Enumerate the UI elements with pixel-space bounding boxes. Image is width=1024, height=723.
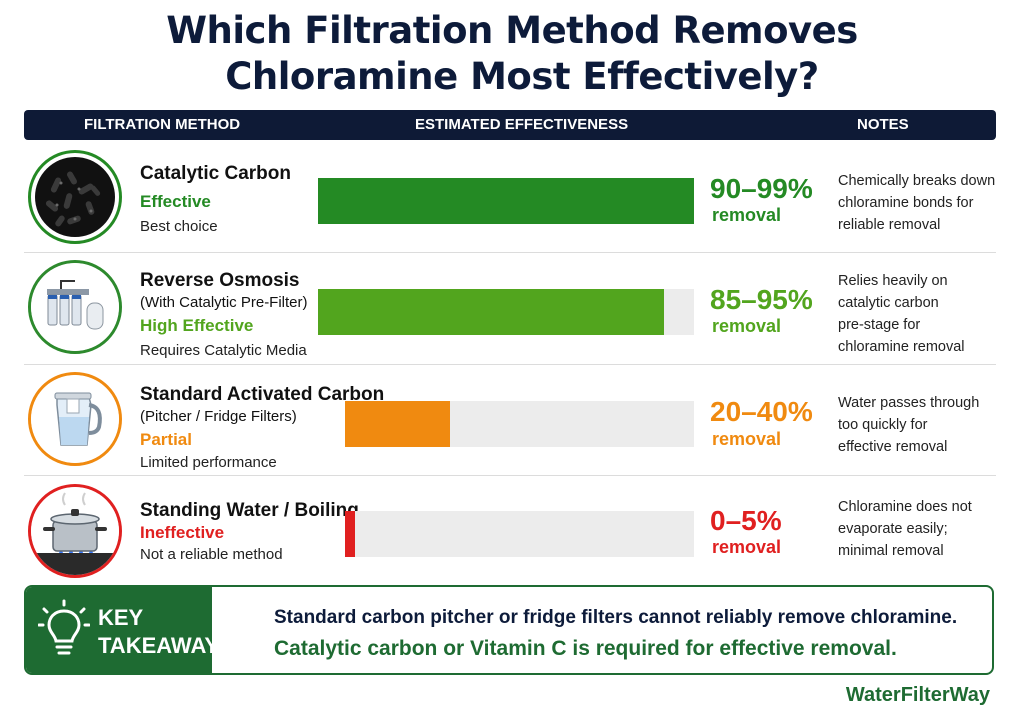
method-subtitle: (With Catalytic Pre-Filter)	[140, 294, 308, 311]
method-rating: Effective	[140, 192, 211, 211]
ro-system-icon	[28, 260, 122, 354]
note-line: minimal removal	[838, 543, 944, 559]
note-line: catalytic carbon	[838, 295, 939, 311]
note-line: effective removal	[838, 439, 948, 455]
method-name: Catalytic Carbon	[140, 163, 291, 184]
percent-label: 0–5%	[710, 505, 782, 536]
method-name: Reverse Osmosis	[140, 270, 300, 291]
takeaway-line-1: Standard carbon pitcher or fridge filter…	[274, 607, 958, 628]
row-divider	[24, 252, 996, 253]
header-filtration-method: FILTRATION METHOD	[84, 116, 241, 133]
table-header: FILTRATION METHOD ESTIMATED EFFECTIVENES…	[24, 110, 996, 140]
percent-label: 90–99%	[710, 173, 813, 204]
header-notes: NOTES	[857, 116, 909, 133]
method-detail: Best choice	[140, 218, 218, 235]
note-line: Water passes through	[838, 395, 980, 411]
method-rating: Ineffective	[140, 523, 225, 542]
removal-label: removal	[712, 316, 782, 336]
carbon-granules-icon	[28, 150, 122, 244]
note-line: chloramine removal	[838, 339, 965, 355]
header-estimated-effectiveness: ESTIMATED EFFECTIVENESS	[415, 116, 629, 133]
removal-label: removal	[712, 205, 782, 225]
effectiveness-bar	[318, 178, 694, 224]
key-takeaway-box: KEY TAKEAWAY Standard carbon pitcher or …	[24, 585, 994, 675]
key-takeaway-label: KEY TAKEAWAY	[26, 587, 219, 673]
page-title: Which Filtration Method Removes Chlorami…	[0, 8, 1024, 100]
water-pitcher-icon	[28, 372, 122, 466]
percent-label: 20–40%	[710, 396, 813, 427]
method-subtitle: (Pitcher / Fridge Filters)	[140, 408, 297, 425]
lightbulb-icon	[38, 599, 90, 655]
note-line: evaporate easily;	[838, 521, 948, 537]
row-divider	[24, 364, 996, 365]
method-detail: Not a reliable method	[140, 546, 283, 563]
effectiveness-bar	[318, 289, 664, 335]
takeaway-label-line-2: TAKEAWAY	[98, 633, 220, 658]
row-divider	[24, 475, 996, 476]
percent-label: 85–95%	[710, 284, 813, 315]
takeaway-line-2: Catalytic carbon or Vitamin C is require…	[274, 637, 897, 660]
effectiveness-bar	[345, 401, 450, 447]
effectiveness-bar	[345, 511, 355, 557]
method-name: Standard Activated Carbon	[140, 384, 385, 405]
method-detail: Requires Catalytic Media	[140, 342, 307, 359]
boiling-pot-icon	[28, 484, 122, 578]
note-line: Chemically breaks down	[838, 173, 996, 189]
title-line-1: Which Filtration Method Removes	[166, 9, 858, 52]
bar-track	[318, 178, 694, 224]
row-note: Relies heavily on catalytic carbon pre-s…	[838, 270, 1008, 358]
removal-label: removal	[712, 429, 782, 449]
method-rating: High Effective	[140, 316, 254, 335]
bar-track	[318, 289, 694, 335]
title-line-2: Chloramine Most Effectively?	[225, 55, 819, 98]
method-rating: Partial	[140, 430, 192, 449]
note-line: Chloramine does not	[838, 499, 972, 515]
method-detail: Limited performance	[140, 454, 277, 471]
note-line: chloramine bonds for	[838, 195, 974, 211]
note-line: reliable removal	[838, 217, 941, 233]
row-note: Chloramine does not evaporate easily; mi…	[838, 496, 1008, 562]
bar-track	[345, 511, 694, 557]
removal-label: removal	[712, 537, 782, 557]
method-name: Standing Water / Boiling	[140, 500, 359, 521]
bar-track	[345, 401, 694, 447]
brand-logo-text: WaterFilterWay	[845, 684, 990, 706]
takeaway-label-line-1: KEY	[98, 605, 144, 630]
note-line: too quickly for	[838, 417, 928, 433]
row-note: Water passes through too quickly for eff…	[838, 392, 1008, 458]
note-line: Relies heavily on	[838, 273, 948, 289]
row-note: Chemically breaks down chloramine bonds …	[838, 170, 1008, 236]
note-line: pre-stage for	[838, 317, 921, 333]
